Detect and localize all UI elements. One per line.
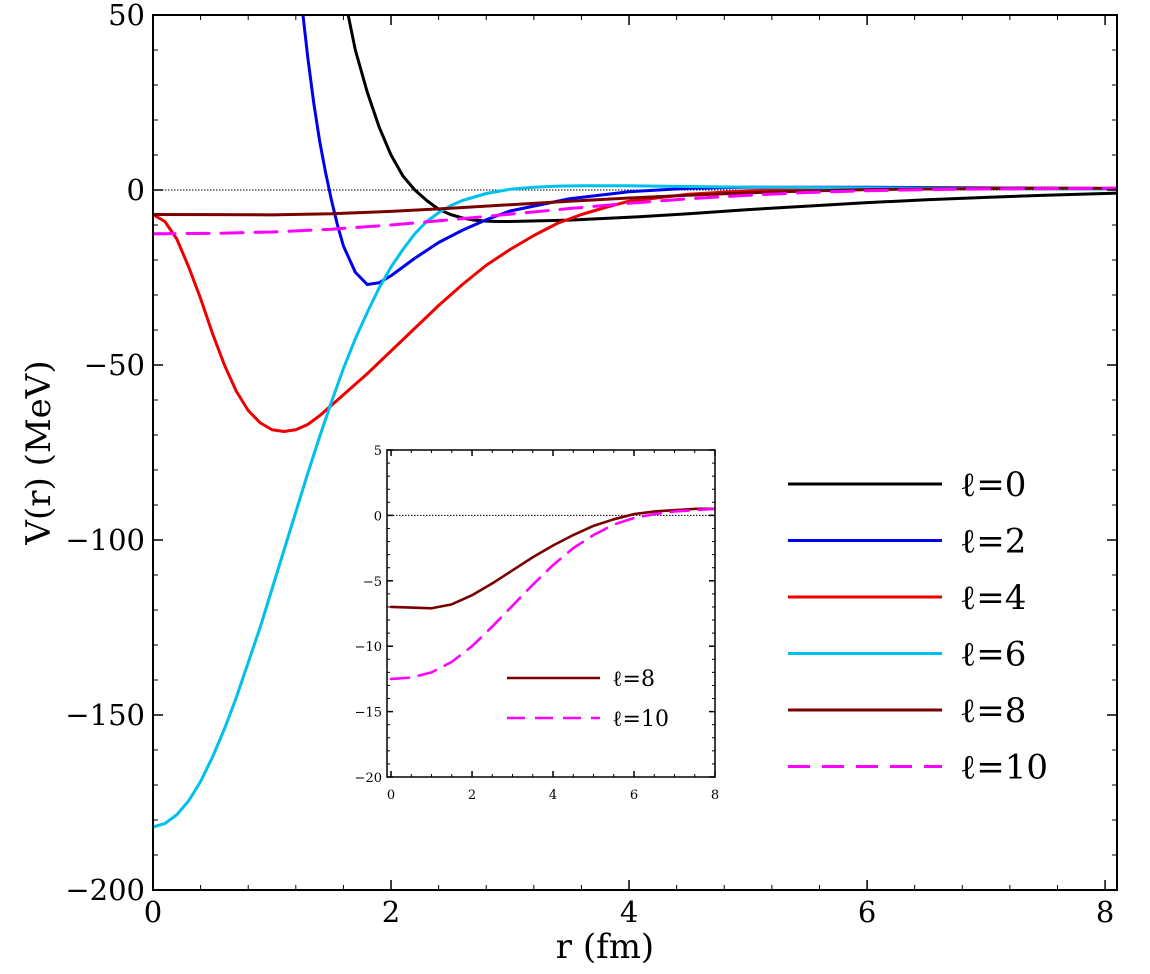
main-series-line-3 (153, 184, 1117, 829)
inset-x-tick-label-3: 6 (630, 788, 638, 803)
main-x-tick-label-1: 2 (382, 895, 400, 929)
main-y-tick-label-5: −200 (65, 873, 145, 907)
inset-legend: ℓ=8 ℓ=10 (507, 667, 669, 732)
main-legend-label-5: ℓ=10 (960, 748, 1048, 788)
inset-x-tick-label-2: 4 (549, 788, 557, 803)
main-legend-label-0: ℓ=0 (960, 465, 1026, 505)
inset-legend-label-0: ℓ=8 (612, 667, 655, 692)
inset-frame (386, 449, 716, 778)
main-y-tick-label-0: 50 (108, 0, 145, 32)
main-legend-label-3: ℓ=6 (960, 635, 1026, 675)
inset-x-tick-label-1: 2 (468, 788, 476, 803)
inset-y-tick-label-0: 5 (374, 444, 382, 459)
main-y-tick-label-3: −100 (65, 523, 145, 557)
inset-series-group (389, 507, 715, 681)
inset-series-line-0 (389, 507, 715, 610)
main-x-tick-label-3: 6 (858, 895, 876, 929)
inset-chart-group: 0 2 4 6 8 5 0 −5 −10 −15 −20 ℓ=8 ℓ=10 (355, 444, 720, 803)
main-series-line-5 (153, 186, 1117, 236)
inset-legend-label-1: ℓ=10 (612, 707, 669, 732)
main-legend: ℓ=0 ℓ=2 ℓ=4 ℓ=6 ℓ=8 ℓ=10 (788, 465, 1048, 788)
inset-plot-area (387, 450, 715, 777)
inset-x-tick-label-4: 8 (711, 788, 719, 803)
main-series-line-2 (153, 186, 1117, 433)
main-x-axis-title: r (fm) (556, 927, 654, 967)
main-y-tick-label-4: −150 (65, 698, 145, 732)
main-series-line-0 (346, 15, 1117, 223)
main-x-tick-label-4: 8 (1096, 895, 1114, 929)
main-x-tick-label-2: 4 (620, 895, 638, 929)
main-y-tick-label-1: 0 (127, 173, 145, 207)
main-legend-label-4: ℓ=8 (960, 691, 1026, 731)
inset-x-tick-label-0: 0 (387, 788, 395, 803)
inset-y-tick-label-5: −20 (355, 771, 382, 786)
main-x-tick-label-0: 0 (144, 895, 162, 929)
main-y-tick-label-2: −50 (84, 348, 145, 382)
inset-y-tick-label-1: 0 (374, 509, 382, 524)
inset-series-line-1 (389, 507, 715, 681)
main-frame (152, 14, 1118, 891)
inset-y-tick-label-2: −5 (363, 575, 382, 590)
main-y-axis-title: V(r) (MeV) (19, 360, 59, 545)
main-legend-label-2: ℓ=4 (960, 578, 1026, 618)
main-legend-label-1: ℓ=2 (960, 522, 1026, 562)
inset-y-tick-label-3: −10 (355, 640, 382, 655)
main-series-group (153, 15, 1117, 829)
inset-y-tick-label-4: −15 (355, 706, 382, 721)
